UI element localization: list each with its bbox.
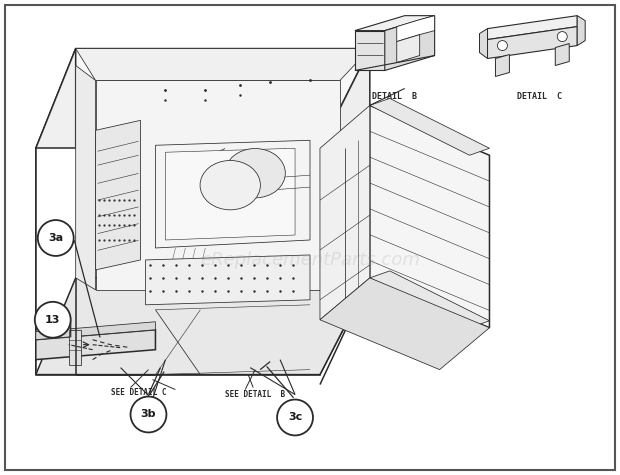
Text: 13: 13 [45,315,60,325]
Circle shape [277,399,313,436]
Circle shape [131,397,166,432]
Polygon shape [370,105,489,328]
Ellipse shape [225,149,285,198]
Polygon shape [146,255,310,305]
Polygon shape [320,278,489,370]
Polygon shape [36,48,370,148]
Polygon shape [320,105,370,320]
Polygon shape [166,148,295,240]
Polygon shape [370,271,489,328]
Ellipse shape [200,161,260,210]
Polygon shape [487,27,577,58]
Text: 3c: 3c [288,412,302,422]
Text: eReplacementParts.com: eReplacementParts.com [200,251,420,269]
Polygon shape [385,16,435,70]
Text: DETAIL  C: DETAIL C [517,93,562,102]
Circle shape [557,32,567,42]
Polygon shape [69,330,81,365]
Polygon shape [355,16,435,30]
Polygon shape [556,44,569,66]
Text: 3b: 3b [141,409,156,419]
Text: 3a: 3a [48,233,63,243]
Polygon shape [76,48,370,80]
Polygon shape [397,35,420,63]
Polygon shape [95,80,340,290]
Polygon shape [36,148,320,375]
Circle shape [38,220,74,256]
Text: SEE DETAIL  B: SEE DETAIL B [225,390,285,399]
Polygon shape [36,48,76,375]
Circle shape [35,302,71,338]
Polygon shape [36,278,370,375]
Polygon shape [36,322,156,340]
Text: DETAIL  B: DETAIL B [372,93,417,102]
Polygon shape [76,66,95,290]
Text: SEE DETAIL C: SEE DETAIL C [110,388,166,397]
Polygon shape [320,48,370,375]
Polygon shape [95,120,141,270]
Polygon shape [397,16,435,42]
Polygon shape [36,330,156,360]
Polygon shape [487,16,577,39]
Polygon shape [479,28,487,58]
Polygon shape [577,16,585,46]
Polygon shape [355,30,385,70]
Polygon shape [495,55,510,76]
Polygon shape [370,98,489,155]
Circle shape [497,40,507,50]
